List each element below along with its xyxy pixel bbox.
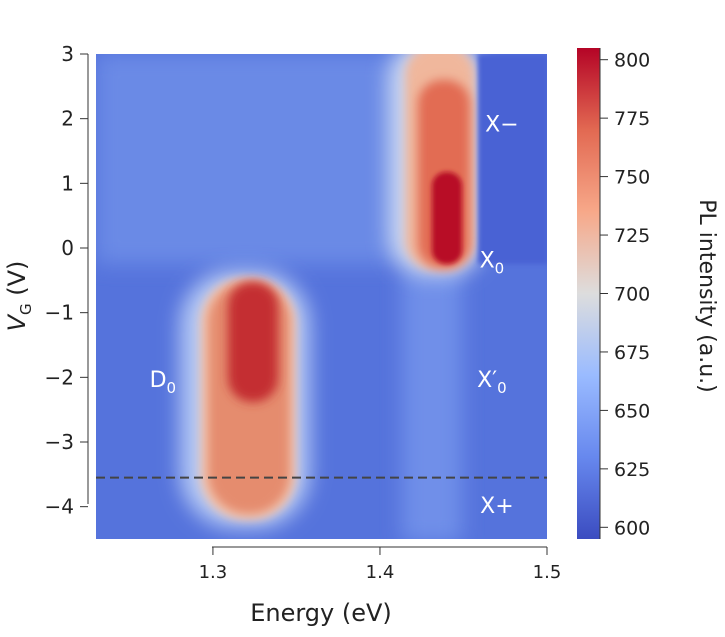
xminus-core bbox=[432, 172, 462, 264]
colorbar-tick-label: 625 bbox=[614, 459, 650, 481]
y-tick-label: 2 bbox=[61, 107, 74, 131]
y-tick-label: 0 bbox=[61, 236, 74, 260]
annotation-d0: D0 bbox=[150, 368, 177, 397]
y-ticks: 3 2 1 0 −1 −2 −3 −4 bbox=[45, 42, 88, 519]
xminus-edge bbox=[478, 54, 547, 264]
annotation-xminus: X− bbox=[485, 113, 519, 138]
y-axis-label-main: V bbox=[3, 313, 31, 331]
y-tick-label: −4 bbox=[45, 495, 74, 519]
colorbar-ticks: 800 775 750 725 700 675 650 625 600 bbox=[600, 50, 650, 539]
colorbar-tick-label: 775 bbox=[614, 108, 650, 130]
annotation-x0: X0 bbox=[480, 248, 505, 277]
colorbar-tick-label: 650 bbox=[614, 400, 650, 422]
annotations: X− X0 D0 X′0 X+ bbox=[150, 113, 519, 520]
heatmap-upper-band bbox=[96, 54, 416, 264]
annotation-x0prime: X′0 bbox=[477, 368, 507, 397]
y-axis-label: VG (V) bbox=[3, 261, 35, 332]
x-axis-label: Energy (eV) bbox=[250, 599, 392, 627]
plot-area: X− X0 D0 X′0 X+ bbox=[96, 54, 547, 539]
colorbar-tick-label: 700 bbox=[614, 284, 650, 306]
y-tick-label: 3 bbox=[61, 42, 74, 66]
annotation-xplus: X+ bbox=[480, 494, 514, 519]
colorbar-label: PL intensity (a.u.) bbox=[694, 199, 719, 392]
y-tick-label: −1 bbox=[45, 301, 74, 325]
d0-core bbox=[228, 282, 278, 402]
svg-text:VG (V): VG (V) bbox=[3, 261, 35, 332]
x-tick-label: 1.4 bbox=[366, 562, 395, 583]
y-axis-label-unit: (V) bbox=[3, 261, 31, 304]
y-tick-label: −3 bbox=[45, 430, 74, 454]
colorbar-tick-label: 800 bbox=[614, 50, 650, 72]
x-tick-label: 1.5 bbox=[533, 562, 562, 583]
y-axis-label-sub: G bbox=[17, 303, 35, 315]
colorbar-tick-label: 600 bbox=[614, 517, 650, 539]
colorbar-tick-label: 675 bbox=[614, 342, 650, 364]
colorbar-tick-label: 750 bbox=[614, 167, 650, 189]
heatmap-xprime-trace bbox=[402, 262, 462, 539]
y-tick-label: −2 bbox=[45, 365, 74, 389]
y-tick-label: 1 bbox=[61, 171, 74, 195]
colorbar-label-group: PL intensity (a.u.) bbox=[694, 199, 719, 392]
colorbar-tick-label: 725 bbox=[614, 225, 650, 247]
x-ticks: 1.3 1.4 1.5 bbox=[199, 547, 562, 583]
axes: 3 2 1 0 −1 −2 −3 −4 1.3 1.4 1.5 bbox=[45, 42, 562, 583]
colorbar: 800 775 750 725 700 675 650 625 600 PL intensity… bbox=[577, 48, 719, 539]
colorbar-bar bbox=[577, 48, 600, 539]
x-tick-label: 1.3 bbox=[199, 562, 228, 583]
